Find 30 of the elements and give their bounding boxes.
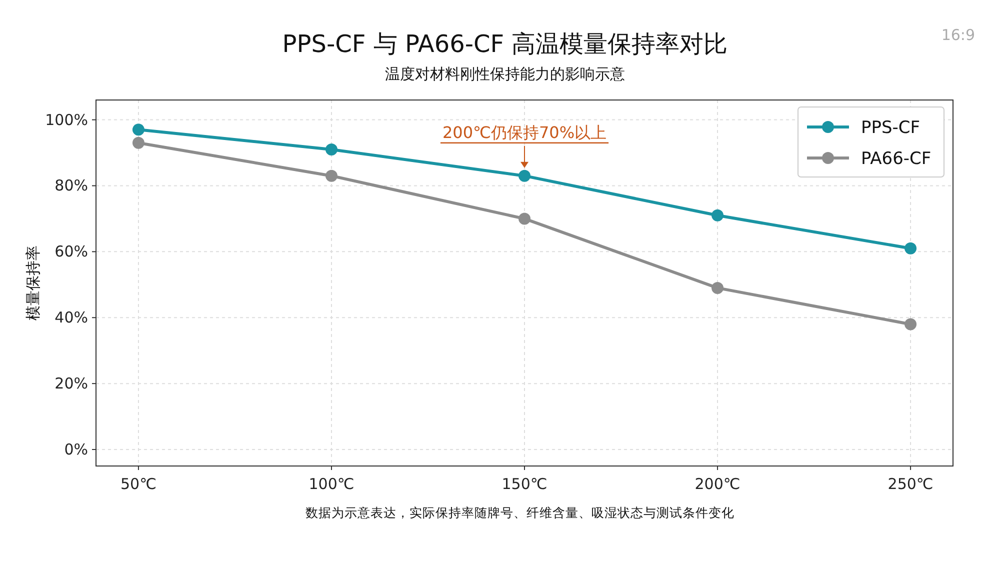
x-tick-label: 50℃ (120, 475, 156, 493)
y-tick-label: 100% (45, 110, 88, 129)
y-tick-label: 40% (54, 308, 88, 327)
point (132, 124, 144, 136)
point (325, 170, 338, 182)
point (518, 170, 530, 182)
point (712, 209, 724, 222)
x-tick-label: 100℃ (308, 475, 354, 493)
y-tick-label: 20% (54, 374, 88, 393)
chart-title: PPS-CF 与 PA66-CF 高温模量保持率对比 (282, 30, 728, 58)
text: 数据为示意表达，实际保持率随牌号、纤维含量、吸湿状态与测试条件变化 (306, 505, 734, 520)
annotation: 200℃仍保持70%以上 (442, 122, 607, 142)
x-tick-label: 200℃ (694, 475, 740, 493)
y-tick-label: 60% (54, 242, 88, 261)
chart-subtitle: 温度对材料刚性保持能力的影响示意 (385, 65, 625, 83)
legend-label: PPS-CF (861, 118, 920, 138)
point (904, 318, 917, 330)
y-tick-label: 0% (64, 440, 88, 459)
y-axis-title: 模量保持率 (24, 246, 42, 320)
x-tick-label: 250℃ (888, 475, 934, 493)
y-tick-label: 80% (54, 176, 88, 195)
point (904, 242, 917, 254)
annotation: 200℃仍保持70%以上 (440, 122, 609, 168)
point (518, 212, 530, 225)
point (325, 143, 338, 156)
legend-label: PA66-CF (861, 149, 932, 169)
point (132, 136, 144, 149)
text: 16:9 (941, 26, 975, 44)
x-tick-label: 150℃ (502, 475, 548, 493)
point (712, 282, 724, 294)
